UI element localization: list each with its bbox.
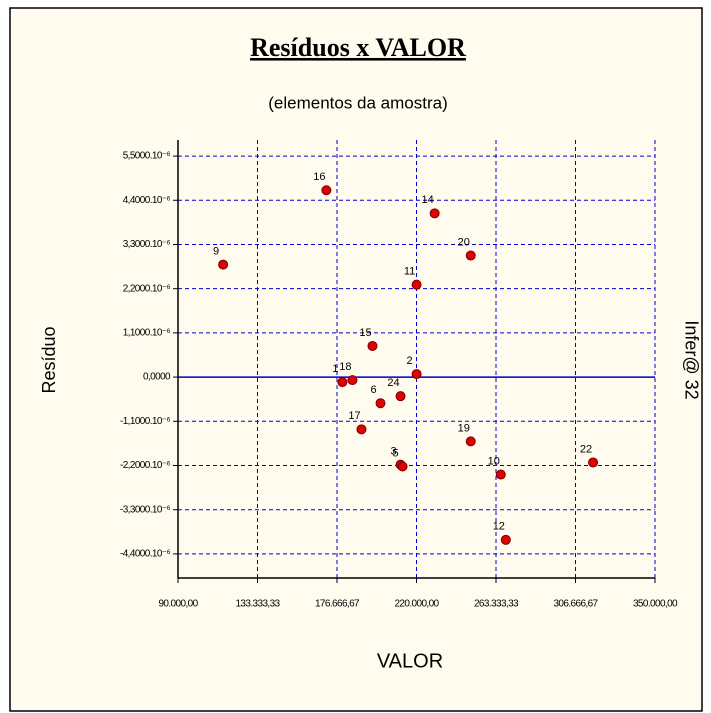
point-label: 6 — [370, 384, 376, 396]
x-tick-label: 263.333,33 — [474, 599, 519, 610]
point-label: 11 — [404, 266, 415, 278]
point-label: 18 — [339, 361, 351, 373]
x-tick-label: 176.666,67 — [315, 599, 360, 610]
point-label: 22 — [580, 443, 592, 455]
y-tick-label: 5,5000.10⁻⁶ — [123, 151, 171, 162]
point-label: 14 — [422, 194, 434, 206]
point-label: 2 — [407, 355, 413, 367]
x-tick-label: 133.333,33 — [235, 599, 280, 610]
chart-subtitle: (elementos da amostra) — [268, 93, 448, 112]
point-label: 10 — [488, 455, 500, 467]
point — [465, 250, 476, 261]
point-label: 1 — [332, 363, 338, 375]
y-tick-label: -4,4000.10⁻⁶ — [120, 549, 170, 560]
point-label: 16 — [313, 171, 325, 183]
y-tick-label: 0,0000 — [143, 372, 171, 383]
point-label: 17 — [348, 410, 360, 422]
point-label: 20 — [458, 236, 470, 248]
y-tick-label: -2,2000.10⁻⁶ — [120, 460, 170, 471]
point — [411, 279, 422, 290]
background — [9, 7, 703, 712]
y-tick-label: -3,3000.10⁻⁶ — [120, 504, 170, 515]
point — [375, 398, 386, 409]
point — [218, 259, 229, 270]
point — [367, 340, 378, 351]
point — [588, 457, 599, 468]
x-tick-label: 306.666,67 — [553, 599, 598, 610]
point — [356, 424, 367, 435]
y-tick-label: 3,3000.10⁻⁶ — [123, 239, 171, 250]
point-label: 24 — [387, 377, 399, 389]
y-tick-label: -1,1000.10⁻⁶ — [120, 416, 170, 427]
point-label: 5 — [392, 447, 398, 459]
chart-title: Resíduos x VALOR — [250, 33, 466, 62]
y-tick-label: 4,4000.10⁻⁶ — [123, 195, 171, 206]
x-tick-label: 350.000,00 — [633, 599, 678, 610]
x-tick-label: 220.000,00 — [394, 599, 439, 610]
point — [495, 469, 506, 480]
y-tick-label: 2,2000.10⁻⁶ — [123, 283, 171, 294]
x-tick-label: 90.000,00 — [158, 599, 198, 610]
point-label: 19 — [458, 422, 470, 434]
point — [321, 185, 332, 196]
y-tick-label: 1,1000.10⁻⁶ — [123, 328, 171, 339]
point-label: 12 — [493, 521, 505, 533]
point-label: 3 — [390, 446, 396, 458]
point — [500, 534, 511, 545]
point — [411, 369, 422, 380]
point — [395, 391, 406, 402]
y-axis-label: Resíduo — [39, 326, 59, 393]
x-axis-label: VALOR — [377, 650, 443, 672]
point — [429, 208, 440, 219]
point — [465, 436, 476, 447]
point — [337, 377, 348, 388]
point — [347, 375, 358, 386]
point-label: 15 — [359, 327, 371, 339]
point-label: 9 — [213, 245, 219, 257]
point — [397, 461, 408, 472]
right-label: Infer@ 32 — [681, 320, 701, 399]
